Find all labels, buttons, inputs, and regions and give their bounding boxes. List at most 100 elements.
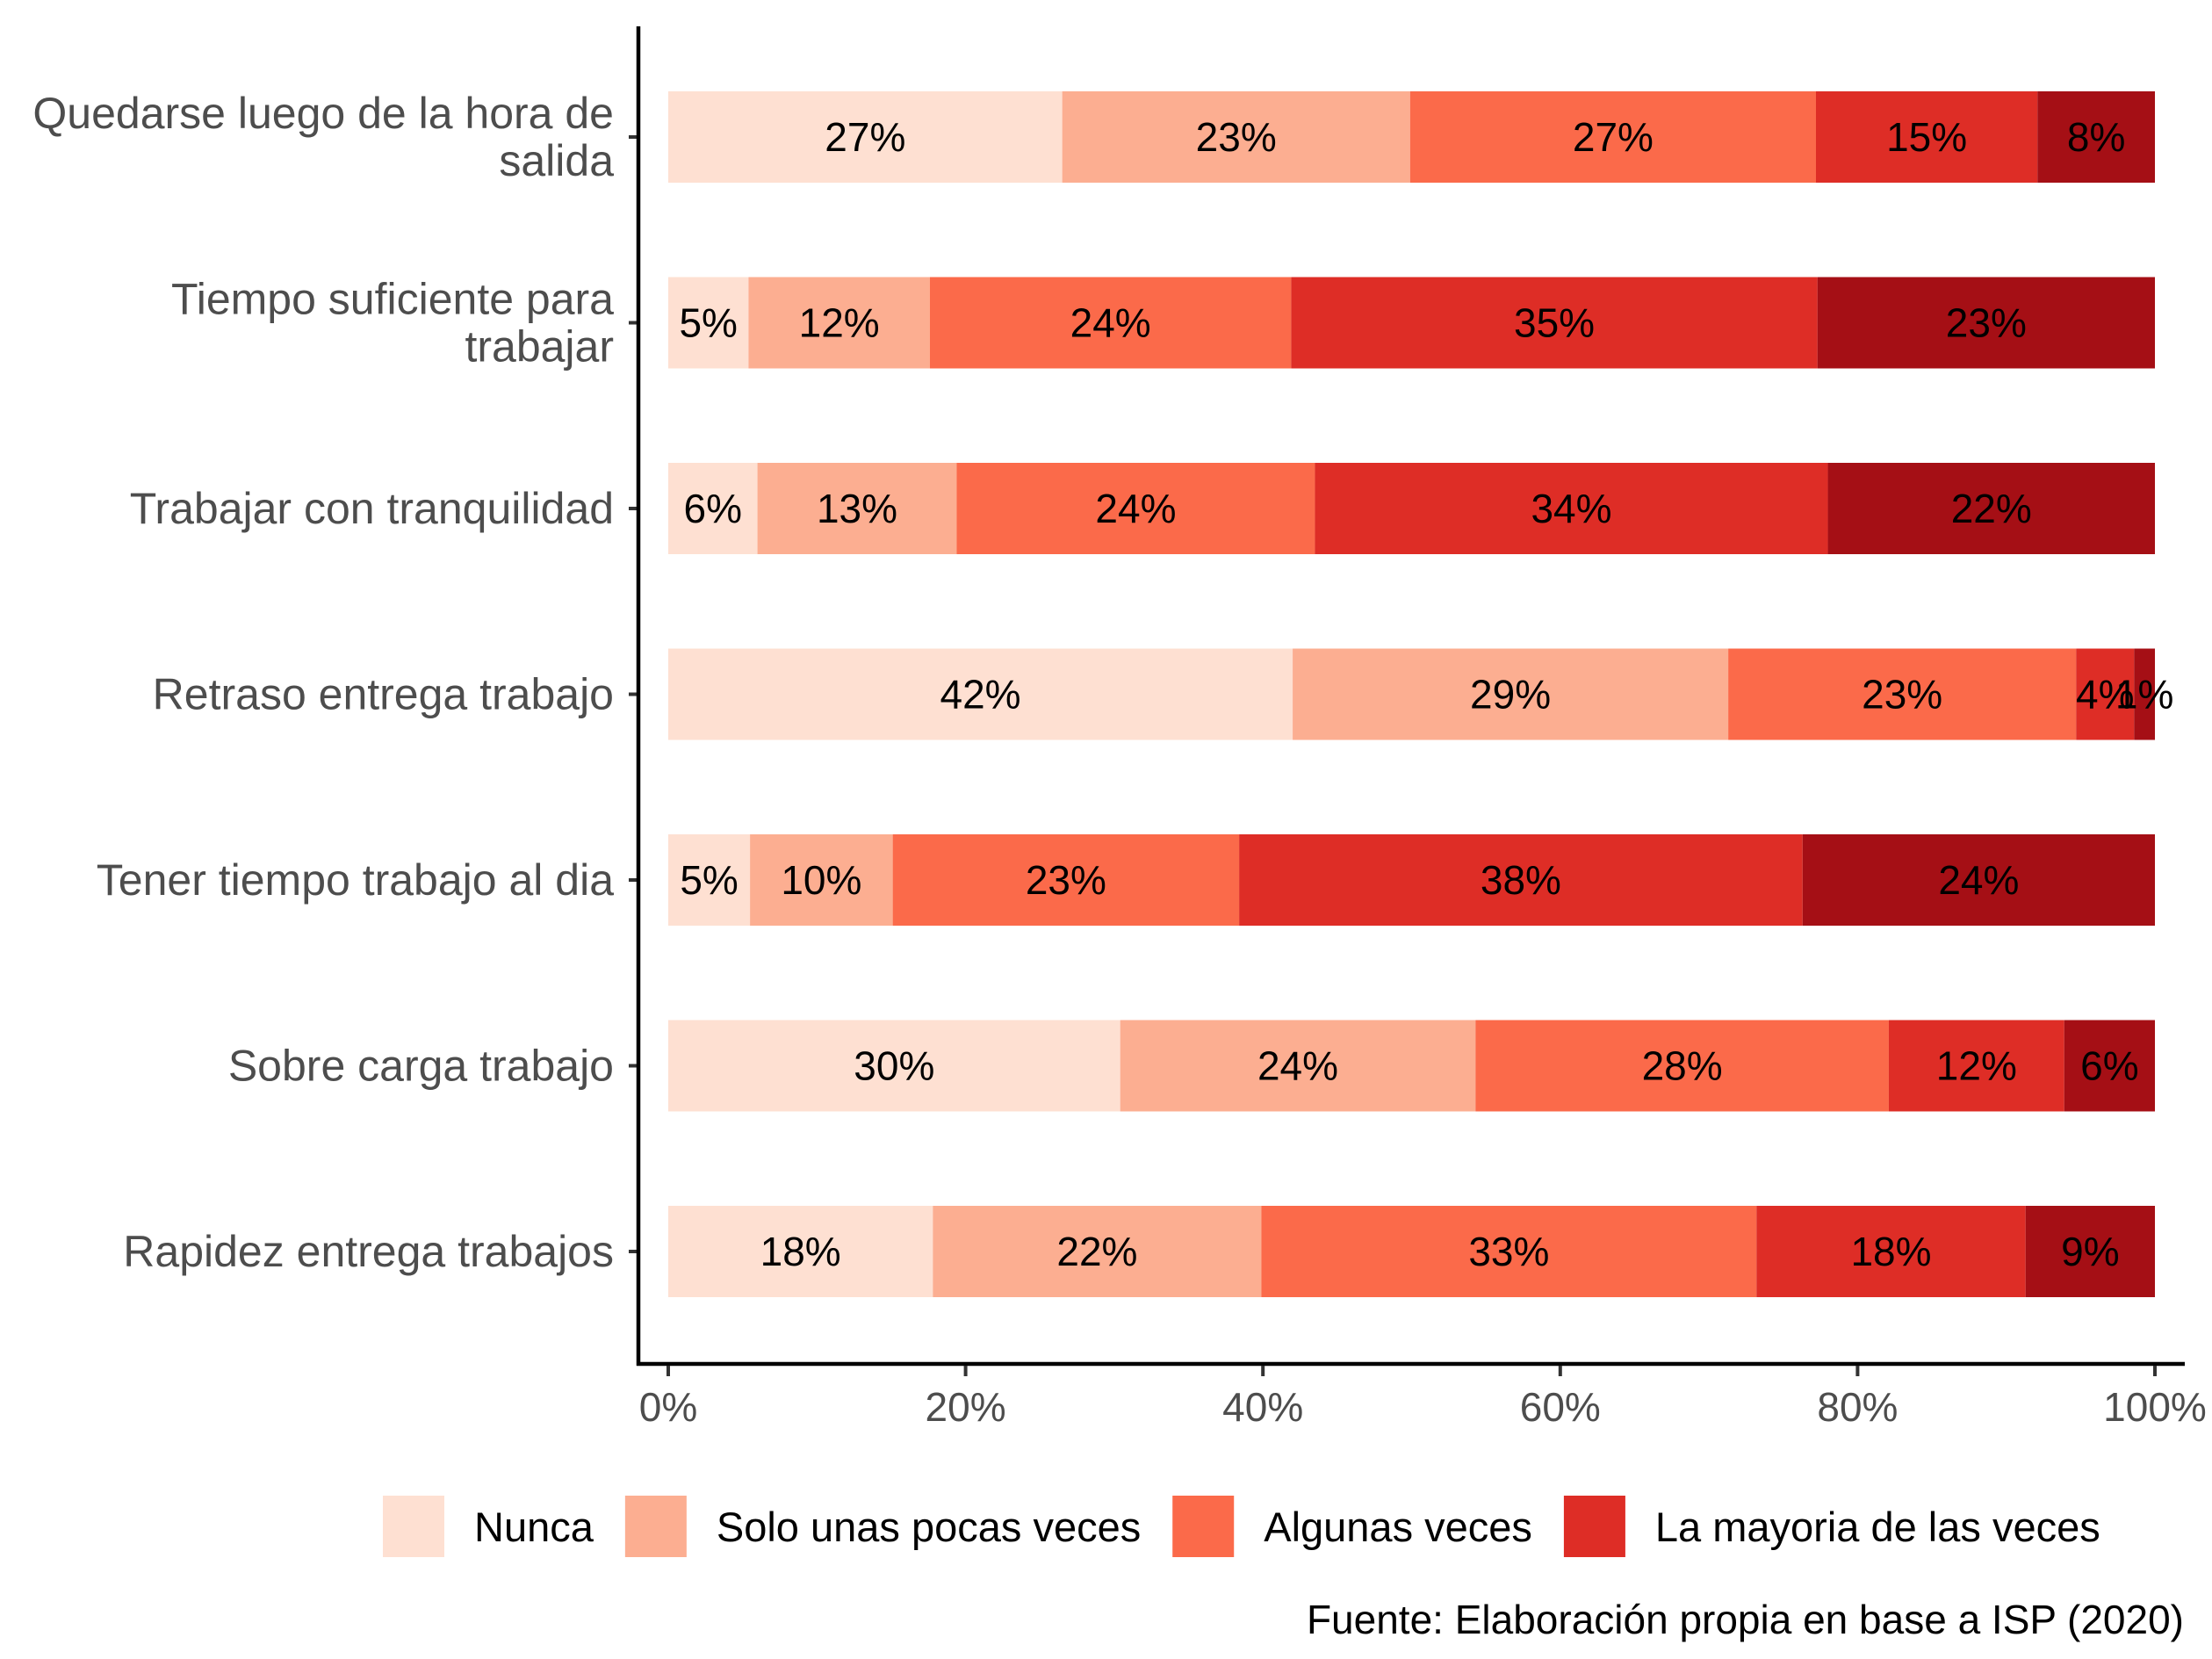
x-axis: 0% 20% 40% 60% 80% 100% bbox=[637, 1361, 2207, 1430]
bar-segment bbox=[933, 1206, 1262, 1297]
bar-segment bbox=[668, 277, 749, 369]
bar-segment bbox=[1291, 277, 1818, 369]
legend: Nunca Solo unas pocas veces Algunas veces L… bbox=[383, 1496, 2100, 1557]
bar-segment bbox=[1062, 91, 1410, 183]
data-label: 34% bbox=[1531, 486, 1611, 531]
legend-key bbox=[1172, 1496, 1235, 1557]
bar-segment bbox=[2025, 1206, 2155, 1297]
data-label: 24% bbox=[1095, 486, 1176, 531]
x-tick-label: 60% bbox=[1520, 1384, 1601, 1430]
data-label: 27% bbox=[1573, 114, 1654, 160]
data-label: 1% bbox=[2115, 672, 2173, 718]
data-label: 10% bbox=[781, 857, 861, 903]
data-label: 42% bbox=[940, 672, 1020, 718]
legend-key bbox=[624, 1496, 687, 1557]
y-tick-label: Tener tiempo trabajo al dia bbox=[97, 855, 614, 905]
data-label: 23% bbox=[1196, 114, 1277, 160]
bar-segment bbox=[1475, 1020, 1889, 1112]
data-label: 23% bbox=[1946, 300, 2027, 346]
data-label: 24% bbox=[1070, 300, 1151, 346]
bar-segment bbox=[1817, 277, 2155, 369]
bar-segment bbox=[2076, 648, 2135, 740]
data-label: 23% bbox=[1026, 857, 1106, 903]
legend-label: Nunca bbox=[474, 1504, 594, 1550]
bar-segment bbox=[668, 834, 751, 926]
bar-segment bbox=[1409, 91, 1816, 183]
data-label: 24% bbox=[1938, 857, 2019, 903]
x-tick-label: 0% bbox=[639, 1384, 697, 1430]
x-tick-label: 40% bbox=[1222, 1384, 1303, 1430]
y-tick-label: Rapidez entrega trabajos bbox=[123, 1227, 614, 1276]
data-label: 38% bbox=[1481, 857, 1561, 903]
bar-segment bbox=[1239, 834, 1803, 926]
legend-key bbox=[383, 1496, 444, 1557]
bar-segment bbox=[1261, 1206, 1757, 1297]
bar-segment bbox=[668, 91, 1063, 183]
data-label: 6% bbox=[2080, 1043, 2138, 1089]
data-label: 28% bbox=[1642, 1043, 1723, 1089]
bar-segment bbox=[748, 277, 930, 369]
bar-segment bbox=[929, 277, 1292, 369]
bar-segment bbox=[1756, 1206, 2026, 1297]
data-label: 23% bbox=[1862, 672, 1942, 718]
data-label: 6% bbox=[684, 486, 742, 531]
bar-segment bbox=[1293, 648, 1729, 740]
data-label: 24% bbox=[1257, 1043, 1338, 1089]
data-label: 22% bbox=[1951, 486, 2032, 531]
source-caption: Fuente: Elaboración propia en base a ISP… bbox=[1307, 1597, 2184, 1642]
x-tick-label: 80% bbox=[1817, 1384, 1898, 1430]
bar-segment bbox=[1802, 834, 2155, 926]
bar-segment bbox=[668, 1206, 933, 1297]
data-label: 33% bbox=[1468, 1229, 1549, 1274]
data-label: 5% bbox=[680, 857, 738, 903]
y-tick-label: Trabajar con tranquilidad bbox=[130, 484, 614, 533]
data-label: 18% bbox=[1850, 1229, 1931, 1274]
data-label: 15% bbox=[1886, 114, 1967, 160]
data-label: 30% bbox=[854, 1043, 934, 1089]
bar-segment bbox=[2064, 1020, 2155, 1112]
data-label: 18% bbox=[760, 1229, 841, 1274]
data-label: 8% bbox=[2067, 114, 2125, 160]
data-label: 22% bbox=[1056, 1229, 1137, 1274]
bar-segment bbox=[668, 463, 758, 554]
legend-label: La mayoria de las veces bbox=[1655, 1504, 2100, 1550]
data-label: 4% bbox=[2076, 672, 2134, 718]
bar-segment bbox=[2037, 91, 2155, 183]
data-label: 27% bbox=[825, 114, 905, 160]
bar-segment bbox=[1888, 1020, 2064, 1112]
bar-segment bbox=[892, 834, 1240, 926]
data-label: 5% bbox=[679, 300, 737, 346]
bar-segment bbox=[1815, 91, 2038, 183]
x-tick-label: 100% bbox=[2103, 1384, 2207, 1430]
y-tick-label: Sobre carga trabajo bbox=[228, 1042, 614, 1091]
bar-segment bbox=[2134, 648, 2155, 740]
bar-segment bbox=[956, 463, 1315, 554]
data-label: 12% bbox=[1936, 1043, 2017, 1089]
bar-segment bbox=[668, 1020, 1120, 1112]
data-labels-layer: 27% 23% 27% 15% 8% 5% 12% 24% 35% 23% 6% 13% 24% 34% 2… bbox=[679, 114, 2173, 1274]
y-tick-label: Quedarse luego de la hora de bbox=[32, 89, 614, 138]
bar-segment bbox=[1120, 1020, 1476, 1112]
bar-segment bbox=[757, 463, 957, 554]
data-label: 29% bbox=[1470, 672, 1551, 718]
legend-label: Solo unas pocas veces bbox=[717, 1504, 1141, 1550]
y-tick-label: salida bbox=[499, 136, 614, 185]
bars-layer bbox=[668, 91, 2155, 1297]
bar-segment bbox=[750, 834, 893, 926]
y-tick-label: trabajar bbox=[465, 322, 614, 371]
y-tick-label: Tiempo suficiente para bbox=[171, 275, 614, 324]
x-tick-label: 20% bbox=[926, 1384, 1006, 1430]
data-label: 12% bbox=[799, 300, 880, 346]
data-label: 9% bbox=[2061, 1229, 2119, 1274]
data-label: 35% bbox=[1514, 300, 1595, 346]
bar-segment bbox=[1728, 648, 2077, 740]
data-label: 13% bbox=[817, 486, 897, 531]
y-tick-label: Retraso entrega trabajo bbox=[153, 670, 614, 719]
bar-segment bbox=[1827, 463, 2155, 554]
bar-segment bbox=[668, 648, 1293, 740]
bar-segment bbox=[1315, 463, 1828, 554]
legend-label: Algunas veces bbox=[1264, 1504, 1532, 1550]
